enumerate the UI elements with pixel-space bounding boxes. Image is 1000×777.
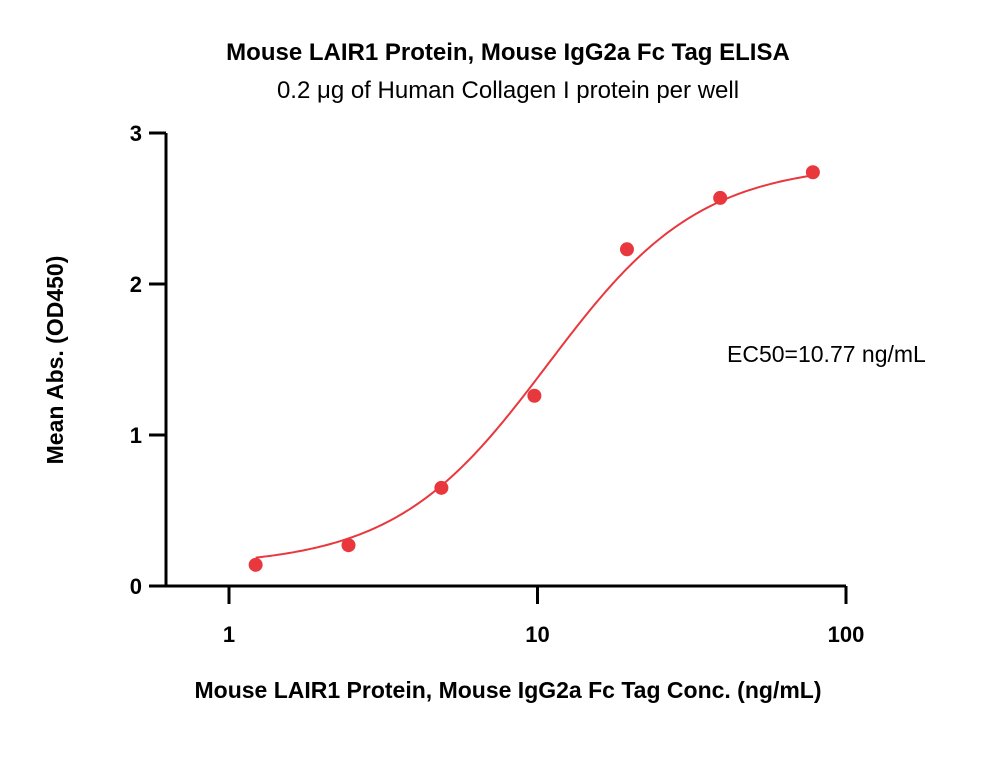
- x-axis-label: Mouse LAIR1 Protein, Mouse IgG2a Fc Tag …: [194, 677, 821, 703]
- x-tick-label: 1: [223, 622, 235, 647]
- y-tick-label: 3: [130, 121, 142, 146]
- data-point: [248, 557, 263, 572]
- data-point: [619, 242, 634, 257]
- data-point: [527, 388, 542, 403]
- chart-subtitle: 0.2 μg of Human Collagen I protein per w…: [277, 77, 739, 104]
- y-axis-label: Mean Abs. (OD450): [42, 256, 68, 465]
- ec50-annotation: EC50=10.77 ng/mL: [727, 341, 926, 367]
- data-point: [434, 480, 449, 495]
- data-point: [713, 190, 728, 205]
- x-tick-label: 10: [525, 622, 549, 647]
- y-tick-label: 1: [130, 423, 142, 448]
- x-tick-label: 100: [828, 622, 865, 647]
- data-point: [341, 538, 356, 553]
- data-point: [805, 165, 820, 180]
- y-tick-label: 0: [130, 574, 142, 599]
- plot-area: 0 1 2 3 1 10 100: [130, 121, 865, 647]
- chart-title: Mouse LAIR1 Protein, Mouse IgG2a Fc Tag …: [226, 39, 790, 66]
- y-tick-label: 2: [130, 272, 142, 297]
